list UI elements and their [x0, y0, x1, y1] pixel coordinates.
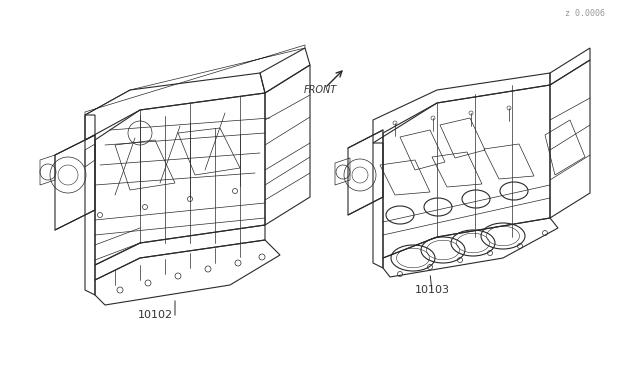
Text: FRONT: FRONT — [303, 85, 337, 95]
Text: z 0.0006: z 0.0006 — [565, 9, 605, 18]
Text: 10102: 10102 — [138, 310, 173, 320]
Text: 10103: 10103 — [415, 285, 449, 295]
